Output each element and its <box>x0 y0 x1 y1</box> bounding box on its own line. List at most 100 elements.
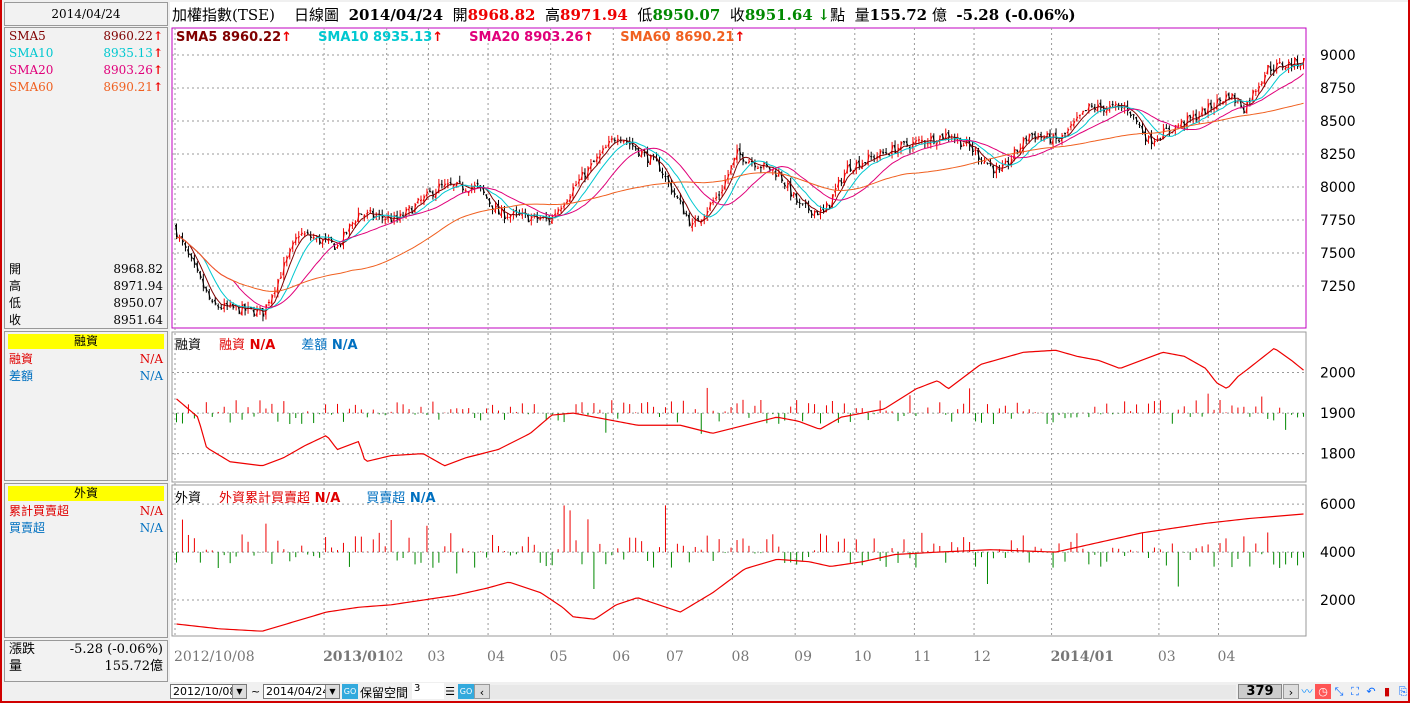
candle-body <box>828 204 831 207</box>
x-tick-label: 10 <box>854 649 872 665</box>
candle-body <box>333 243 336 251</box>
candle-body <box>252 309 256 316</box>
foreign-row-label: 累計買賣超 <box>9 504 70 518</box>
candle-body <box>899 141 903 150</box>
margin-panel-frame <box>171 331 1307 483</box>
y-tick-label: 8250 <box>1320 147 1356 163</box>
candle-body <box>598 153 602 159</box>
scrollbar-track[interactable] <box>490 685 1236 699</box>
end-date-select[interactable]: 2014/04/24 ▼ <box>263 684 340 699</box>
go-button-2[interactable]: GO <box>458 684 474 699</box>
foreign-title: 外資 <box>8 486 164 501</box>
volume-label: 量 <box>9 659 23 674</box>
candle-body <box>416 198 420 204</box>
y-tick-label: 8750 <box>1320 81 1356 97</box>
candle-body <box>1072 121 1076 126</box>
candle-body <box>613 139 617 142</box>
sma-name: SMA5 <box>9 29 46 43</box>
x-tick-label: 03 <box>427 649 445 665</box>
legend-label: 外資累計買賣超 <box>219 491 311 506</box>
candle-body <box>1179 120 1183 127</box>
candle-body <box>395 215 399 220</box>
indicator-icon[interactable]: ▮ <box>1383 685 1391 698</box>
candle-body <box>795 193 799 203</box>
y-tick-label: 8500 <box>1320 114 1356 130</box>
x-tick-label: 05 <box>550 649 568 665</box>
spin-icon[interactable]: ☰ <box>445 685 455 698</box>
candle-body <box>204 286 208 292</box>
y-tick-label: 7250 <box>1320 279 1356 295</box>
sma-name: SMA10 <box>9 46 54 60</box>
x-tick-label: 09 <box>794 649 812 665</box>
y-tick-label: 2000 <box>1320 366 1356 382</box>
zoom-in-icon[interactable]: ⤡ <box>1334 685 1344 698</box>
candle-body <box>1203 108 1207 115</box>
candle-body <box>1269 65 1273 72</box>
legend-label: SMA5 <box>176 30 218 45</box>
undo-icon[interactable]: ↶ <box>1366 685 1376 698</box>
candle-body <box>1006 160 1010 166</box>
export-icon[interactable]: ⎘ <box>1398 685 1408 698</box>
reserve-input[interactable]: 3 <box>412 683 444 699</box>
range-separator: ~ <box>251 685 261 698</box>
candle-body <box>643 151 646 154</box>
y-tick-label: 4000 <box>1320 545 1356 561</box>
chart-style-icon[interactable]: 〰 <box>1301 685 1313 698</box>
candle-body <box>640 151 644 157</box>
candle-body <box>780 173 784 182</box>
ohlc-label: 高 <box>9 279 22 293</box>
candle-body <box>1191 114 1195 119</box>
candle-body <box>1299 64 1302 68</box>
ohlc-value: 8971.94 <box>113 279 163 293</box>
go-button[interactable]: GO <box>342 684 358 699</box>
candle-body <box>848 164 852 172</box>
candle-body <box>884 151 888 154</box>
candle-body <box>216 305 220 308</box>
candle-body <box>291 242 295 249</box>
clock-icon[interactable]: ◷ <box>1315 684 1331 699</box>
up-arrow-icon: ↑ <box>281 30 293 45</box>
margin-row-value: N/A <box>139 352 163 366</box>
candle-body <box>288 248 292 258</box>
candle-body <box>1090 105 1093 107</box>
zoom-out-icon[interactable]: ⛶ <box>1351 685 1359 698</box>
up-arrow-icon: ↑ <box>152 63 163 77</box>
candle-body <box>482 187 486 194</box>
change-value: -5.28 (-0.06%) <box>956 6 1076 24</box>
foreign-row: 累計買賣超 N/A <box>5 503 167 520</box>
candle-body <box>911 141 915 148</box>
candle-body <box>1278 62 1281 64</box>
legend-value: N/A <box>331 338 358 353</box>
candle-body <box>422 195 426 202</box>
candle-body <box>774 171 778 177</box>
legend-value: 8960.22 <box>221 30 282 45</box>
foreign-row-label: 買賣超 <box>9 521 46 535</box>
candle-body <box>1018 147 1022 153</box>
sma-legend-item: SMA60 8690.21↑ <box>620 30 745 45</box>
candle-body <box>559 207 563 212</box>
up-arrow-icon: ↑ <box>583 30 595 45</box>
end-date: 2014/04/24 <box>266 685 330 698</box>
candle-body <box>356 212 360 222</box>
sma-row: SMA5 8960.22↑ <box>5 28 167 45</box>
candle-body <box>887 154 891 156</box>
bar-count: 379 <box>1238 684 1282 699</box>
candle-body <box>565 200 569 204</box>
legend-label: 差額 <box>301 338 328 353</box>
candle-body <box>1266 65 1270 75</box>
up-arrow-icon: ↑ <box>734 30 746 45</box>
candle-body <box>1221 101 1225 104</box>
candle-body <box>1284 66 1287 70</box>
candle-body <box>720 189 724 194</box>
candle-body <box>1087 103 1091 111</box>
candle-body <box>735 149 739 160</box>
candle-body <box>350 222 354 227</box>
candle-body <box>1027 134 1031 142</box>
foreign-row-value: N/A <box>139 521 163 535</box>
start-date-select[interactable]: 2012/10/08 ▼ <box>170 684 247 699</box>
scroll-left-button[interactable]: ‹ <box>474 684 490 699</box>
candle-body <box>297 236 301 239</box>
candle-body <box>822 208 825 212</box>
scroll-right-button[interactable]: › <box>1283 684 1299 699</box>
